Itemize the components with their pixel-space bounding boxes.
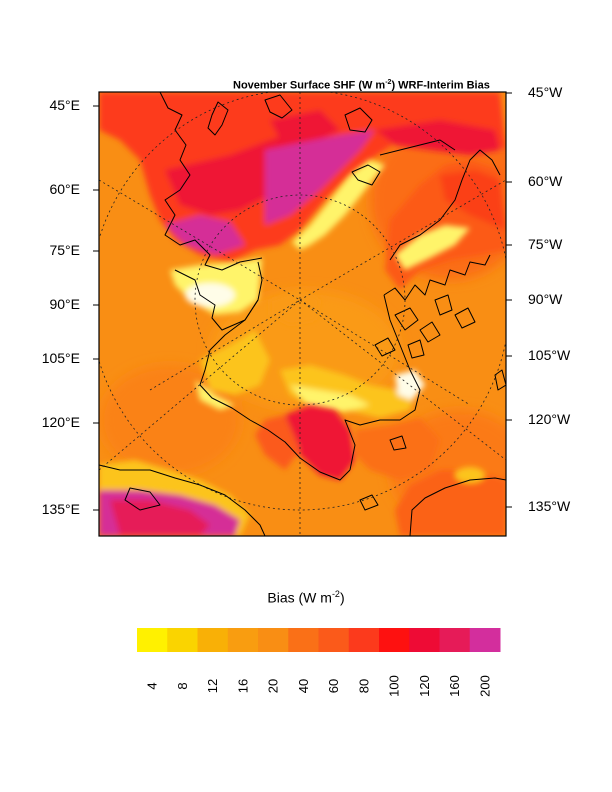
sea-ice-margin (170, 160, 470, 418)
lat-label-left-45e: 45°E (49, 97, 80, 113)
colorbar-tick-label: 12 (205, 679, 220, 693)
colorbar-swatch (318, 628, 350, 652)
colorbar-label: Bias (W m-2) (267, 589, 345, 606)
colorbar-tick-label: 16 (235, 679, 250, 693)
colorbar-swatch (227, 628, 259, 652)
lat-label-left-135e: 135°E (41, 501, 80, 517)
colorbar-tick-label: 40 (296, 679, 311, 693)
land-europe (99, 92, 506, 262)
colorbar-tick-label: 200 (477, 675, 492, 697)
lat-label-left-105e: 105°E (41, 350, 80, 366)
lat-label-left-120e: 120°E (41, 414, 80, 430)
colorbar-swatch (258, 628, 289, 652)
land-southwest (99, 460, 250, 536)
lon-label-right-45w: 45°W (528, 84, 563, 100)
colorbar-swatch (348, 628, 380, 652)
colorbar-tick-label: 100 (387, 675, 402, 697)
graticule (99, 92, 506, 536)
lat-label-left-75e: 75°E (49, 242, 80, 258)
colorbar-tick-label: 8 (175, 682, 190, 689)
land-siberia-east (255, 405, 440, 480)
lon-label-right-135w: 135°W (528, 498, 571, 514)
colorbar-tick-label: 120 (417, 675, 432, 697)
colorbar-swatch (197, 628, 229, 652)
colorbar-tick-label: 80 (356, 679, 371, 693)
lat-label-left-60e: 60°E (49, 181, 80, 197)
colorbar-tick-label: 4 (145, 682, 160, 689)
colorbar-swatch (439, 628, 471, 652)
colorbar-tick-label: 60 (326, 679, 341, 693)
lon-label-right-75w: 75°W (528, 236, 563, 252)
colorbar-swatch (469, 628, 501, 652)
left-ticks (93, 105, 99, 511)
colorbar-swatch (409, 628, 440, 652)
lon-label-right-120w: 120°W (528, 411, 571, 427)
colorbar-tick-label: 20 (266, 679, 281, 693)
lon-label-right-90w: 90°W (528, 291, 563, 307)
right-ticks (506, 92, 512, 508)
coastlines (99, 92, 506, 536)
colorbar-swatch (288, 628, 319, 652)
colorbar-swatch (167, 628, 198, 652)
map-frame (98, 91, 507, 537)
lon-label-right-60w: 60°W (528, 173, 563, 189)
map-title: November Surface SHF (W m-2) WRF-Interim… (233, 79, 490, 92)
colorbar-swatch (137, 628, 168, 652)
colorbar-swatch (379, 628, 410, 652)
lon-label-right-105w: 105°W (528, 347, 571, 363)
lat-label-left-90e: 90°E (49, 296, 80, 312)
colorbar-tick-label: 160 (447, 675, 462, 697)
